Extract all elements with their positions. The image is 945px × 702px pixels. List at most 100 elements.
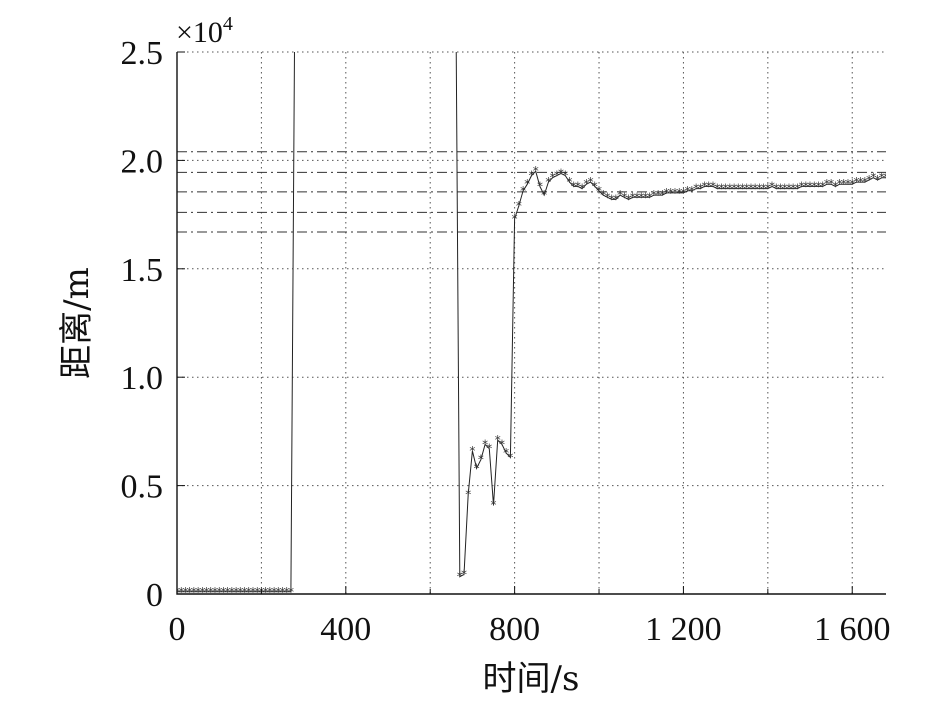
series-point: * bbox=[270, 585, 277, 599]
series-point: * bbox=[764, 182, 771, 196]
series-point: * bbox=[498, 437, 505, 451]
series-point: * bbox=[654, 188, 661, 202]
series-point: * bbox=[777, 182, 784, 196]
series-point: * bbox=[228, 585, 235, 599]
series-point: * bbox=[545, 175, 552, 189]
series-point: * bbox=[279, 585, 286, 599]
series-point: * bbox=[642, 190, 649, 204]
series-point: * bbox=[629, 190, 636, 204]
series-point: * bbox=[456, 570, 463, 584]
series-point: * bbox=[524, 177, 531, 191]
series-point: * bbox=[519, 184, 526, 198]
series-point: * bbox=[861, 175, 868, 189]
series-point: * bbox=[743, 182, 750, 196]
series-point: * bbox=[557, 166, 564, 180]
y-tick-labels: 0 0.5 1.0 1.5 2.0 2.5 bbox=[121, 35, 164, 614]
y-tick-label: 2.5 bbox=[121, 35, 164, 72]
series-point: * bbox=[853, 175, 860, 189]
series-point: * bbox=[579, 182, 586, 196]
series-point: * bbox=[857, 175, 864, 189]
series-point: * bbox=[595, 184, 602, 198]
x-tick-labels: 0 400 800 1 200 1 600 bbox=[169, 611, 891, 648]
series-point: * bbox=[866, 173, 873, 187]
series-point: * bbox=[739, 182, 746, 196]
series-point: * bbox=[600, 188, 607, 202]
x-axis-title: 时间/s bbox=[483, 659, 580, 699]
series-point: * bbox=[878, 171, 885, 185]
series-point: * bbox=[503, 446, 510, 460]
series-point: * bbox=[633, 190, 640, 204]
series-point: * bbox=[768, 179, 775, 193]
series-point: * bbox=[798, 179, 805, 193]
series-point: * bbox=[553, 169, 560, 183]
series-point: * bbox=[844, 177, 851, 191]
series-point: * bbox=[224, 585, 231, 599]
series-point: * bbox=[566, 175, 573, 189]
series-point: * bbox=[794, 182, 801, 196]
series-point: * bbox=[604, 190, 611, 204]
series-point: * bbox=[591, 179, 598, 193]
series-point: * bbox=[650, 188, 657, 202]
y-tick-label: 0 bbox=[146, 577, 163, 614]
y-tick-label: 1.5 bbox=[121, 252, 164, 289]
series-point: * bbox=[266, 585, 273, 599]
series-point: * bbox=[811, 179, 818, 193]
series-point: * bbox=[220, 585, 227, 599]
series-point: * bbox=[549, 171, 556, 185]
series-point: * bbox=[465, 487, 472, 501]
series-point: * bbox=[287, 585, 294, 599]
series-point: * bbox=[705, 179, 712, 193]
series-point: * bbox=[747, 182, 754, 196]
series-point: * bbox=[199, 585, 206, 599]
series-point: * bbox=[663, 186, 670, 200]
series-point: * bbox=[283, 585, 290, 599]
y-axis-title: 距离/m bbox=[57, 267, 97, 379]
series-point: * bbox=[254, 585, 261, 599]
series-point: * bbox=[756, 182, 763, 196]
series-point: * bbox=[840, 177, 847, 191]
series-point: * bbox=[730, 182, 737, 196]
x-tick-label: 0 bbox=[169, 611, 186, 648]
series-point: * bbox=[646, 190, 653, 204]
series-point: * bbox=[617, 188, 624, 202]
series-point: * bbox=[726, 182, 733, 196]
series-point: * bbox=[806, 179, 813, 193]
series-point: * bbox=[490, 498, 497, 512]
series-point: * bbox=[828, 177, 835, 191]
series-point: * bbox=[697, 182, 704, 196]
series-point: * bbox=[583, 177, 590, 191]
y-tick-label: 1.0 bbox=[121, 360, 164, 397]
series-point: * bbox=[760, 182, 767, 196]
series-point: * bbox=[570, 179, 577, 193]
y-scale-factor: ×104 bbox=[176, 13, 233, 49]
series-point: * bbox=[469, 444, 476, 458]
series-point: * bbox=[671, 186, 678, 200]
series-point: * bbox=[709, 179, 716, 193]
series-point: * bbox=[178, 585, 185, 599]
series-point: * bbox=[216, 585, 223, 599]
plot-axes bbox=[176, 52, 886, 595]
series-point: * bbox=[781, 182, 788, 196]
series-point: * bbox=[190, 585, 197, 599]
reference-lines bbox=[177, 151, 886, 233]
series-point: * bbox=[638, 190, 645, 204]
series-point: * bbox=[207, 585, 214, 599]
series-point: * bbox=[849, 177, 856, 191]
series-point: * bbox=[562, 169, 569, 183]
x-tick-label: 1 600 bbox=[814, 611, 891, 648]
x-tick-label: 800 bbox=[489, 611, 540, 648]
series-point: * bbox=[688, 184, 695, 198]
series-point: * bbox=[692, 182, 699, 196]
series-point: * bbox=[773, 182, 780, 196]
series-point: * bbox=[194, 585, 201, 599]
series-point: * bbox=[528, 169, 535, 183]
x-tick-label: 1 200 bbox=[645, 611, 722, 648]
series-point: * bbox=[486, 442, 493, 456]
series-point: * bbox=[802, 179, 809, 193]
series-point: * bbox=[836, 177, 843, 191]
series-point: * bbox=[832, 179, 839, 193]
y-tick-label: 2.0 bbox=[121, 143, 164, 180]
series-point: * bbox=[718, 182, 725, 196]
series-point: * bbox=[701, 179, 708, 193]
